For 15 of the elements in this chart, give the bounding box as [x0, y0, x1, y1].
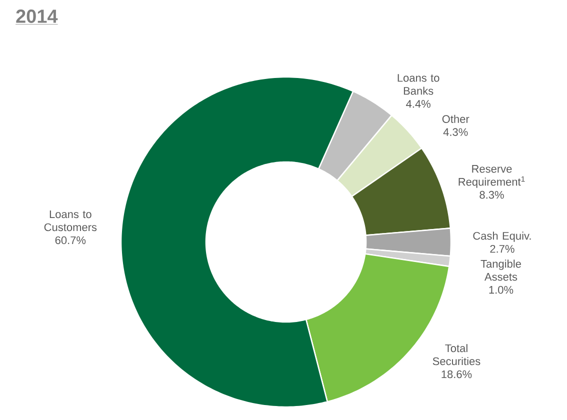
data-label: 1.0%	[489, 286, 514, 294]
slice-label: Loans to Customers	[44, 210, 97, 232]
slice-label: Tangible Assets	[480, 260, 521, 281]
chart-title: 2014	[16, 10, 58, 23]
slice-label: Total Securities	[432, 344, 480, 366]
data-label: 4.3%	[443, 128, 468, 136]
data-label: 60.7%	[55, 236, 86, 244]
slice-label: Other	[442, 114, 470, 123]
data-label: 8.3%	[480, 190, 504, 199]
data-label: 2.7%	[490, 244, 514, 253]
data-label: 18.6%	[442, 370, 472, 378]
slice-label: Cash Equiv.	[473, 232, 531, 242]
slice-label: Reserve Requirement$^{1}$	[458, 165, 525, 188]
slice-label: Loans to Banks	[398, 74, 440, 95]
data-label: 4.4%	[406, 100, 430, 108]
